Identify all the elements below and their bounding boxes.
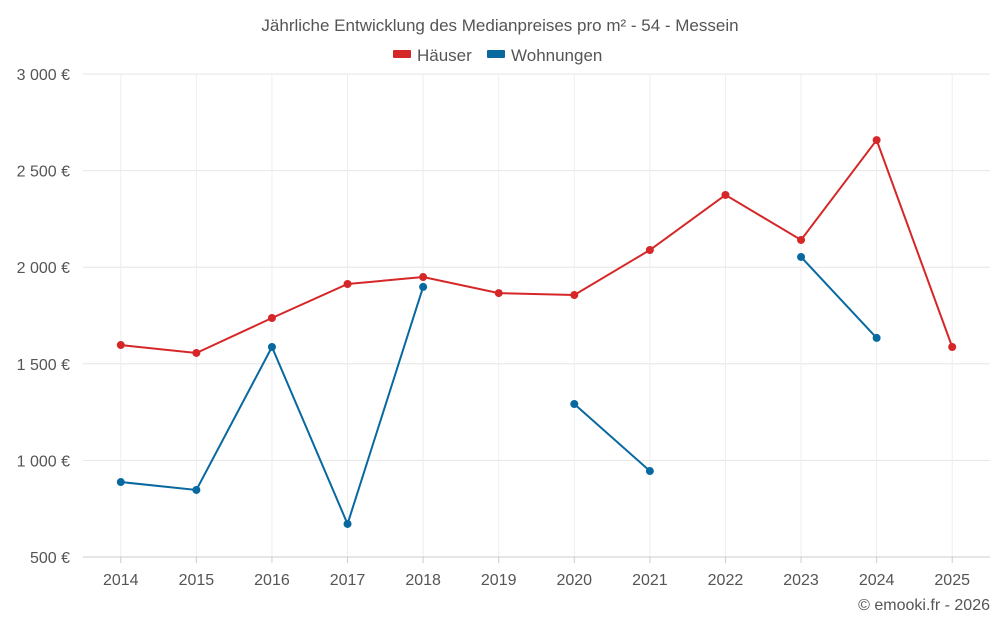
y-tick-label: 2 000 €	[17, 260, 70, 277]
data-point[interactable]	[570, 399, 579, 408]
data-point[interactable]	[419, 273, 428, 282]
data-point[interactable]	[419, 282, 428, 291]
legend-label: Häuser	[417, 46, 472, 65]
y-tick-label: 2 500 €	[17, 164, 70, 181]
legend-item-häuser[interactable]: Häuser	[393, 46, 472, 65]
chart-title: Jährliche Entwicklung des Medianpreises …	[261, 16, 738, 35]
legend-swatch	[487, 50, 505, 58]
x-tick-label: 2019	[481, 572, 517, 589]
x-tick-label: 2022	[708, 572, 744, 589]
x-tick-label: 2024	[859, 572, 895, 589]
data-point[interactable]	[872, 136, 881, 145]
footer-credit: © emooki.fr - 2026	[858, 597, 990, 614]
grid	[83, 73, 990, 558]
series-wohnungen	[116, 252, 881, 528]
x-tick-label: 2023	[783, 572, 819, 589]
series-line	[573, 403, 651, 472]
data-point[interactable]	[192, 485, 201, 494]
x-tick-label: 2017	[330, 572, 366, 589]
x-tick-label: 2016	[254, 572, 290, 589]
data-point[interactable]	[267, 314, 276, 323]
axes: 500 € 1 000 € 1 500 € 2 000 € 2 500 € 3 000 €…	[17, 67, 990, 589]
y-tick-label: 3 000 €	[17, 67, 70, 84]
data-point[interactable]	[343, 280, 352, 289]
data-point[interactable]	[116, 478, 125, 487]
x-tick-label: 2020	[556, 572, 592, 589]
y-tick-label: 1 000 €	[17, 453, 70, 470]
data-point[interactable]	[192, 348, 201, 357]
x-tick-label: 2025	[934, 572, 970, 589]
data-point[interactable]	[645, 467, 654, 476]
data-point[interactable]	[494, 289, 503, 298]
data-point[interactable]	[343, 519, 352, 528]
legend-item-wohnungen[interactable]: Wohnungen	[487, 46, 602, 65]
y-tick-label: 1 500 €	[17, 357, 70, 374]
data-point[interactable]	[797, 235, 806, 244]
data-point[interactable]	[721, 190, 730, 199]
x-tick-label: 2021	[632, 572, 668, 589]
series-line	[800, 256, 878, 339]
legend-label: Wohnungen	[511, 46, 602, 65]
data-point[interactable]	[948, 342, 957, 351]
data-point[interactable]	[116, 341, 125, 350]
series-group	[116, 136, 957, 528]
data-point[interactable]	[570, 291, 579, 300]
legend-swatch	[393, 50, 411, 58]
x-tick-label: 2014	[103, 572, 139, 589]
x-tick-label: 2015	[179, 572, 215, 589]
legend: Häuser Wohnungen	[393, 46, 602, 65]
y-tick-label: 500 €	[30, 550, 70, 567]
data-point[interactable]	[797, 252, 806, 261]
data-point[interactable]	[267, 342, 276, 351]
series-line	[120, 138, 954, 355]
data-point[interactable]	[872, 333, 881, 342]
data-point[interactable]	[645, 246, 654, 255]
x-tick-label: 2018	[405, 572, 441, 589]
series-häuser	[116, 136, 957, 357]
